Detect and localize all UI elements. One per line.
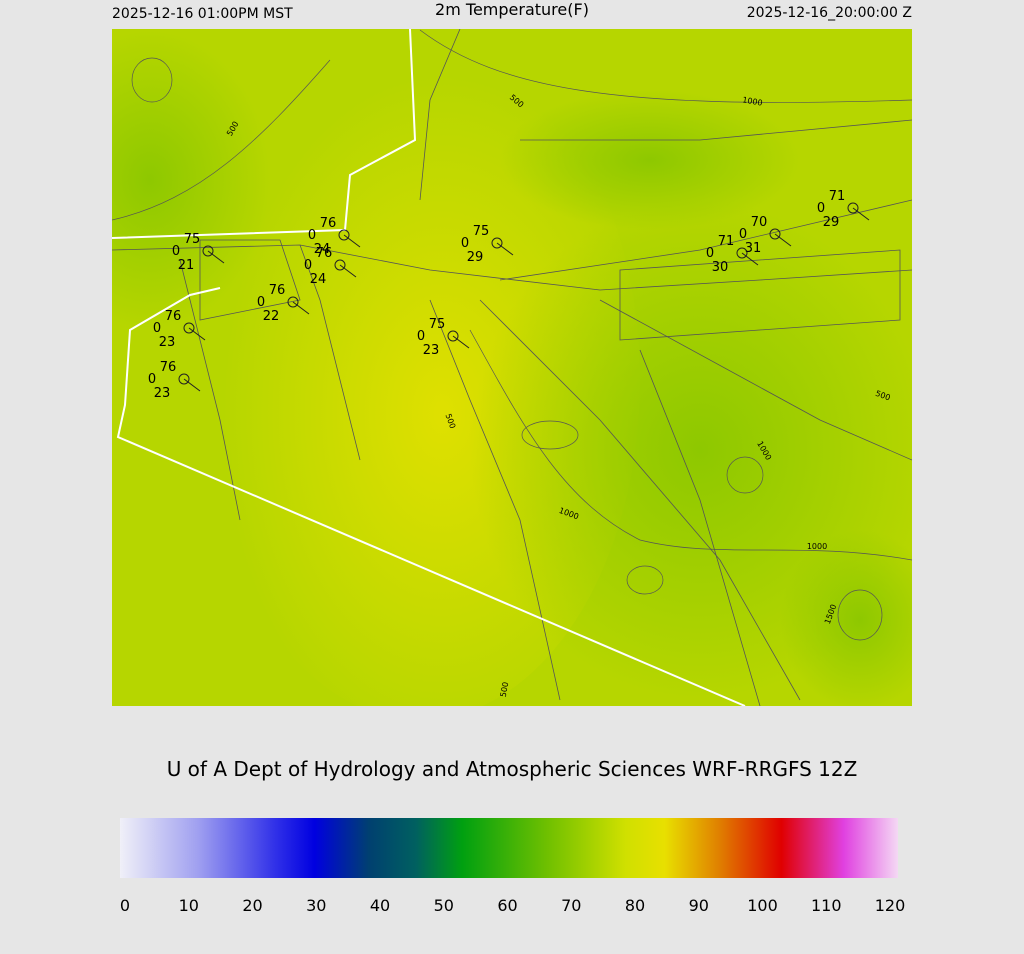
station-dewpoint: 29: [823, 215, 840, 230]
credit: U of A Dept of Hydrology and Atmospheric…: [167, 757, 858, 781]
station-circle: [338, 229, 350, 241]
station-pressure: 0: [148, 372, 156, 387]
colorbar-tick-label: 20: [242, 896, 262, 915]
station-temperature: 75: [184, 232, 201, 247]
station-pressure: 0: [172, 244, 180, 259]
station-pressure: 0: [706, 246, 714, 261]
wind-barb: [452, 335, 470, 349]
station-pressure: 0: [417, 329, 425, 344]
station-circle: [447, 330, 459, 342]
station-temperature: 76: [316, 246, 333, 261]
station-dewpoint: 23: [159, 335, 176, 350]
station-dewpoint: 24: [310, 272, 327, 287]
title: 2m Temperature(F): [435, 0, 589, 19]
station-circle: [334, 259, 346, 271]
station-circle: [202, 245, 214, 257]
wind-barb: [188, 327, 206, 341]
contour-label: 1000: [742, 95, 764, 107]
colorbar-tick-label: 50: [434, 896, 454, 915]
wind-barb: [774, 233, 792, 247]
roads: [112, 29, 912, 706]
station-temperature: 71: [718, 234, 735, 249]
cool-area: [780, 530, 912, 706]
station-pressure: 0: [257, 295, 265, 310]
stations: 7502176024760247602276023760237502375029…: [148, 189, 870, 401]
colorbar-tick-label: 10: [179, 896, 199, 915]
colorbar-tick-label: 120: [875, 896, 906, 915]
wind-barb: [183, 378, 201, 392]
station-pressure: 0: [739, 227, 747, 242]
station-dewpoint: 24: [314, 242, 331, 257]
wind-barb: [343, 234, 361, 248]
station-pressure: 0: [153, 321, 161, 336]
colorbar-tick-label: 110: [811, 896, 842, 915]
station-temperature: 76: [269, 283, 286, 298]
colorbar-ticks: 0 10 20 30 40 50 60 70 80 90 100 110 120: [120, 896, 905, 915]
station-circle: [769, 228, 781, 240]
station-temperature: 76: [165, 309, 182, 324]
station-dewpoint: 30: [712, 260, 729, 275]
colorbar-tick-label: 100: [747, 896, 778, 915]
colorbar-tick-label: 0: [120, 896, 130, 915]
wind-barb: [207, 250, 225, 264]
station-dewpoint: 23: [423, 343, 440, 358]
station-pressure: 0: [817, 201, 825, 216]
contour-label: 500: [499, 681, 511, 698]
station-temperature: 76: [320, 216, 337, 231]
cool-area: [112, 30, 270, 330]
station-circle: [178, 373, 190, 385]
colorbar-tick-label: 80: [625, 896, 645, 915]
station-temperature: 75: [473, 224, 490, 239]
wind-barb: [292, 301, 310, 315]
station-circle: [183, 322, 195, 334]
wind-barb: [339, 264, 357, 278]
station-dewpoint: 21: [178, 258, 195, 273]
station-pressure: 0: [308, 228, 316, 243]
station-pressure: 0: [461, 236, 469, 251]
colorbar-tick-label: 70: [561, 896, 581, 915]
station-temperature: 76: [160, 360, 177, 375]
station-circle: [287, 296, 299, 308]
cool-area: [500, 90, 800, 230]
wind-barb: [496, 242, 514, 256]
contour-label: 1000: [807, 542, 827, 551]
station-circle: [847, 202, 859, 214]
station-temperature: 75: [429, 317, 446, 332]
station-circle: [491, 237, 503, 249]
colorbar-tick-label: 40: [370, 896, 390, 915]
station-temperature: 70: [751, 215, 768, 230]
station-circle: [736, 247, 748, 259]
wind-barb: [852, 207, 870, 221]
colorbar-tick-label: 30: [306, 896, 326, 915]
valid-time-local: 2025-12-16 01:00PM MST: [112, 6, 293, 22]
station-dewpoint: 31: [745, 241, 762, 256]
colorbar: [120, 818, 898, 878]
station-dewpoint: 22: [263, 309, 280, 324]
station-dewpoint: 23: [154, 386, 171, 401]
valid-time-utc: 2025-12-16_20:00:00 Z: [747, 5, 912, 21]
boundaries: [112, 29, 746, 706]
colorbar-tick-label: 60: [497, 896, 517, 915]
station-dewpoint: 29: [467, 250, 484, 265]
contours: [112, 29, 912, 641]
station-temperature: 71: [829, 189, 846, 204]
station-pressure: 0: [304, 258, 312, 273]
wind-barb: [741, 252, 759, 266]
colorbar-tick-label: 90: [689, 896, 709, 915]
